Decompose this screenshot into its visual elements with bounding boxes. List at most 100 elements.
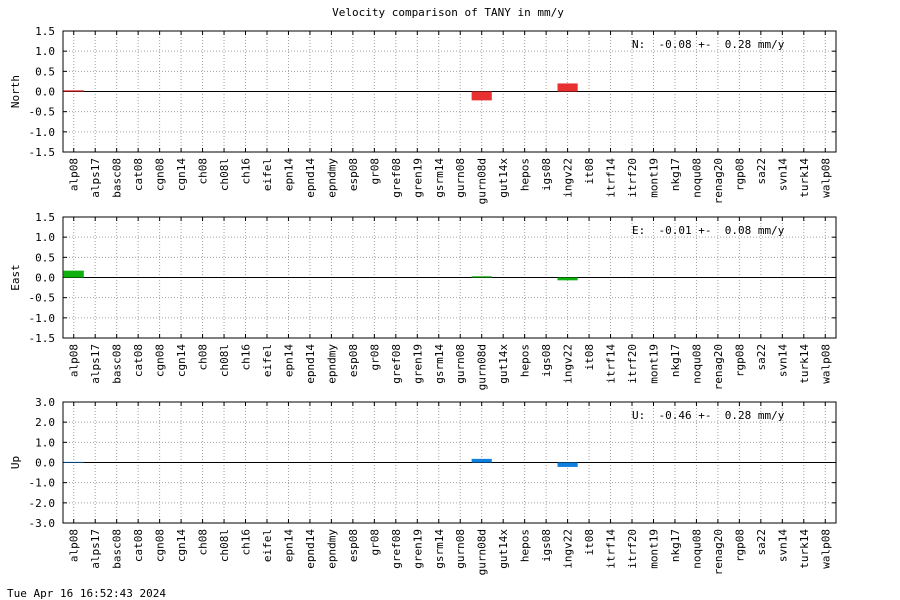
x-tick-label: ch08l xyxy=(218,344,231,377)
x-tick-label: alps17 xyxy=(89,344,102,384)
bar xyxy=(557,83,578,92)
x-tick-label: it08 xyxy=(583,158,596,185)
x-tick-label: cgn14 xyxy=(175,344,188,377)
annotation: E: -0.01 +- 0.08 mm/y xyxy=(632,224,785,237)
x-tick-label: epn14 xyxy=(282,158,295,191)
x-tick-label: cgn08 xyxy=(154,529,167,562)
x-tick-label: gut14x xyxy=(497,158,510,198)
x-tick-label: itrf14 xyxy=(605,529,618,569)
x-tick-label: epndmy xyxy=(325,344,338,384)
x-tick-label: gut14x xyxy=(497,344,510,384)
x-tick-label: igs08 xyxy=(540,344,553,377)
bar xyxy=(63,90,84,92)
x-tick-label: epnd14 xyxy=(304,158,317,198)
x-tick-label: mont19 xyxy=(647,529,660,569)
y-axis-label: East xyxy=(9,264,22,291)
x-tick-label: cgn08 xyxy=(154,158,167,191)
x-tick-label: gren19 xyxy=(411,529,424,569)
x-tick-label: esp08 xyxy=(347,344,360,377)
x-tick-label: eifel xyxy=(261,529,274,562)
x-tick-label: gr08 xyxy=(368,529,381,556)
x-tick-label: basc08 xyxy=(111,344,124,384)
x-tick-label: eifel xyxy=(261,344,274,377)
x-tick-label: gsrm14 xyxy=(433,529,446,569)
x-tick-label: cgn14 xyxy=(175,529,188,562)
x-tick-label: epndmy xyxy=(325,529,338,569)
x-tick-label: basc08 xyxy=(111,158,124,198)
x-tick-label: hepos xyxy=(519,158,532,191)
x-tick-label: svn14 xyxy=(776,529,789,562)
x-tick-label: gsrm14 xyxy=(433,344,446,384)
y-tick-label: -3.0 xyxy=(29,517,56,530)
x-tick-label: nkg17 xyxy=(669,344,682,377)
x-tick-label: gurn08d xyxy=(476,344,489,390)
y-tick-label: 1.0 xyxy=(35,231,55,244)
x-tick-label: renag20 xyxy=(712,158,725,204)
y-tick-label: -2.0 xyxy=(29,497,56,510)
x-tick-label: gurn08d xyxy=(476,529,489,575)
x-tick-label: ch08l xyxy=(218,158,231,191)
y-axis-label: North xyxy=(9,75,22,108)
x-tick-label: renag20 xyxy=(712,529,725,575)
x-tick-label: svn14 xyxy=(776,344,789,377)
x-tick-label: gr08 xyxy=(368,344,381,371)
x-tick-label: cat08 xyxy=(132,529,145,562)
y-tick-label: 1.0 xyxy=(35,436,55,449)
y-tick-label: 1.5 xyxy=(35,25,55,38)
x-tick-label: epn14 xyxy=(282,529,295,562)
y-tick-label: -1.0 xyxy=(29,477,56,490)
x-tick-label: ingv22 xyxy=(562,158,575,198)
x-tick-label: itrf14 xyxy=(605,344,618,384)
y-tick-label: 1.5 xyxy=(35,211,55,224)
plot-frame xyxy=(62,401,837,524)
x-tick-label: gref08 xyxy=(390,529,403,569)
x-tick-label: mont19 xyxy=(647,158,660,198)
x-tick-label: ch08 xyxy=(197,529,210,556)
x-tick-label: cat08 xyxy=(132,158,145,191)
y-tick-label: 0.0 xyxy=(35,86,55,99)
x-tick-label: mont19 xyxy=(647,344,660,384)
x-tick-label: cgn14 xyxy=(175,158,188,191)
x-tick-label: gren19 xyxy=(411,344,424,384)
x-tick-label: walp08 xyxy=(819,344,832,384)
x-tick-label: gut14x xyxy=(497,529,510,569)
bar xyxy=(471,276,492,278)
x-tick-label: gurn08 xyxy=(454,158,467,198)
x-tick-label: rgp08 xyxy=(733,344,746,377)
x-tick-label: basc08 xyxy=(111,529,124,569)
x-tick-label: noqu08 xyxy=(690,344,703,384)
x-tick-label: hepos xyxy=(519,344,532,377)
x-tick-label: epnd14 xyxy=(304,344,317,384)
x-tick-label: nkg17 xyxy=(669,158,682,191)
bar xyxy=(471,458,492,463)
annotation: U: -0.46 +- 0.28 mm/y xyxy=(632,409,785,422)
x-tick-label: igs08 xyxy=(540,158,553,191)
y-tick-label: 0.0 xyxy=(35,457,55,470)
y-tick-label: 3.0 xyxy=(35,396,55,409)
plot-frame xyxy=(62,30,837,153)
x-tick-label: sa22 xyxy=(755,158,768,185)
x-tick-label: ch16 xyxy=(240,344,253,371)
x-tick-label: itrf14 xyxy=(605,158,618,198)
y-axis-label: Up xyxy=(9,456,22,469)
x-tick-label: ch08 xyxy=(197,344,210,371)
x-tick-label: esp08 xyxy=(347,158,360,191)
bar xyxy=(557,462,578,467)
bar xyxy=(63,461,84,463)
x-tick-label: epndmy xyxy=(325,158,338,198)
y-tick-label: -0.5 xyxy=(29,106,56,119)
x-tick-label: alp08 xyxy=(68,344,81,377)
x-tick-label: epnd14 xyxy=(304,529,317,569)
x-tick-label: ingv22 xyxy=(562,344,575,384)
x-tick-label: gref08 xyxy=(390,158,403,198)
y-tick-label: -1.5 xyxy=(29,332,56,345)
x-tick-label: epn14 xyxy=(282,344,295,377)
x-tick-label: ch08l xyxy=(218,529,231,562)
x-tick-label: hepos xyxy=(519,529,532,562)
y-tick-label: -1.0 xyxy=(29,126,56,139)
x-tick-label: gsrm14 xyxy=(433,158,446,198)
footer-timestamp: Tue Apr 16 16:52:43 2024 xyxy=(7,587,166,600)
x-tick-label: it08 xyxy=(583,529,596,556)
y-tick-label: 2.0 xyxy=(35,416,55,429)
